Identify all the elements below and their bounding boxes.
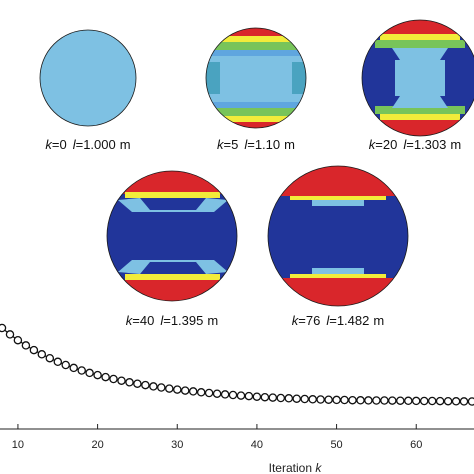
data-point [348, 395, 357, 405]
caption-k76: k=76 l=1.482 m [292, 313, 384, 328]
data-point [204, 388, 214, 398]
data-point [324, 395, 333, 404]
data-point [236, 391, 246, 400]
data-point [268, 393, 278, 402]
data-point [411, 396, 421, 406]
disk-k76-bottom-band [268, 278, 408, 306]
caption-k5-l: 1.10 [255, 137, 280, 152]
data-point [443, 396, 453, 406]
data-point [61, 360, 70, 370]
data-point [220, 390, 230, 399]
data-point [451, 397, 461, 406]
data-point [117, 376, 126, 385]
caption-k20: k=20 l=1.303 m [369, 137, 461, 152]
disk-snapshot-k40 [107, 171, 237, 301]
data-point [93, 370, 102, 380]
data-point [37, 350, 47, 359]
data-point [188, 387, 198, 396]
data-point [212, 389, 222, 398]
data-point [180, 386, 190, 395]
data-point [284, 394, 294, 403]
caption-k0-ksym: k [45, 137, 53, 152]
data-point [396, 396, 405, 405]
x-tick-label: 40 [251, 439, 263, 451]
disk-k5-bottom-band [206, 122, 306, 128]
disk-k0-body [39, 29, 137, 127]
data-point [427, 396, 437, 406]
data-point [244, 391, 254, 401]
data-point [435, 396, 445, 406]
data-point [69, 363, 78, 373]
data-point [340, 395, 349, 405]
data-point [419, 396, 429, 406]
data-point [85, 368, 94, 378]
data-point [173, 385, 182, 394]
data-point [467, 397, 474, 406]
data-point [77, 366, 86, 375]
caption-k0-unit: m [120, 137, 131, 152]
data-point [276, 393, 286, 403]
data-point [53, 357, 63, 367]
data-point [308, 395, 317, 404]
caption-k40-l: 1.395 [171, 313, 204, 328]
data-point [21, 341, 31, 350]
data-point [356, 396, 365, 405]
data-point [109, 374, 118, 384]
data-point [45, 353, 55, 363]
data-point [260, 392, 270, 402]
x-ticks: 10 20 30 40 50 60 [12, 424, 422, 451]
x-axis-title: Iteration k [269, 461, 323, 474]
data-point [0, 323, 7, 333]
data-point [364, 396, 373, 405]
disk-snapshot-k20 [362, 20, 474, 136]
data-point [372, 396, 381, 405]
data-point [165, 384, 174, 393]
data-point [141, 380, 150, 390]
x-tick-label: 60 [410, 439, 422, 451]
caption-k0: k=0 l=1.000 m [45, 137, 130, 152]
data-point [157, 383, 166, 392]
caption-k40-k: 40 [140, 313, 154, 328]
data-point [13, 335, 23, 345]
data-point [292, 394, 301, 403]
disk-snapshot-k5 [206, 28, 306, 128]
caption-k5: k=5 l=1.10 m [217, 137, 295, 152]
data-point [133, 379, 142, 388]
data-point [332, 395, 341, 405]
x-tick-label: 30 [171, 439, 183, 451]
x-tick-label: 10 [12, 439, 24, 451]
caption-k5-k: 5 [231, 137, 238, 152]
caption-k20-k: 20 [383, 137, 397, 152]
caption-k40: k=40 l=1.395 m [126, 313, 218, 328]
data-point [29, 345, 39, 355]
data-point [252, 392, 262, 401]
caption-k0-lsym: l [73, 137, 77, 152]
data-point [149, 382, 158, 391]
data-point [300, 394, 309, 404]
caption-k76-k: 76 [306, 313, 320, 328]
x-tick-label: 50 [330, 439, 342, 451]
disk-snapshot-k76 [268, 166, 408, 306]
caption-k20-l: 1.303 [414, 137, 447, 152]
data-point [380, 396, 389, 405]
data-point [388, 396, 397, 405]
data-point [196, 388, 206, 397]
data-point [404, 396, 413, 406]
data-point [101, 372, 110, 382]
convergence-plot: 10 20 30 40 50 60 Iteration k [0, 323, 474, 474]
caption-k0-k: 0 [59, 137, 66, 152]
disk-snapshot-k0 [39, 29, 137, 127]
disk-k76-top-band [268, 166, 408, 196]
caption-k0-l: 1.000 [83, 137, 116, 152]
x-tick-label: 20 [91, 439, 103, 451]
data-point [5, 330, 15, 339]
disk-k5-top-band [206, 28, 306, 36]
data-point [459, 397, 469, 406]
data-point [228, 390, 238, 400]
data-point [125, 378, 134, 387]
series-markers [0, 323, 474, 406]
caption-k76-l: 1.482 [337, 313, 370, 328]
data-point [316, 395, 325, 404]
